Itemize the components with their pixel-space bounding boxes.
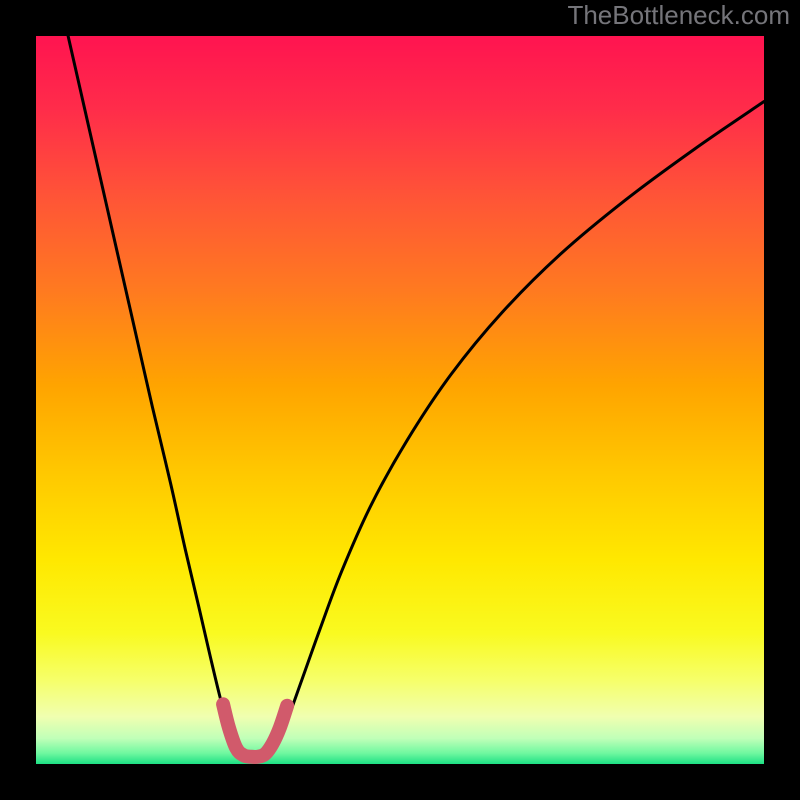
plot-background bbox=[36, 36, 764, 764]
watermark-text: TheBottleneck.com bbox=[567, 0, 790, 31]
bottleneck-chart bbox=[0, 0, 800, 800]
chart-container: { "watermark": { "text": "TheBottleneck.… bbox=[0, 0, 800, 800]
